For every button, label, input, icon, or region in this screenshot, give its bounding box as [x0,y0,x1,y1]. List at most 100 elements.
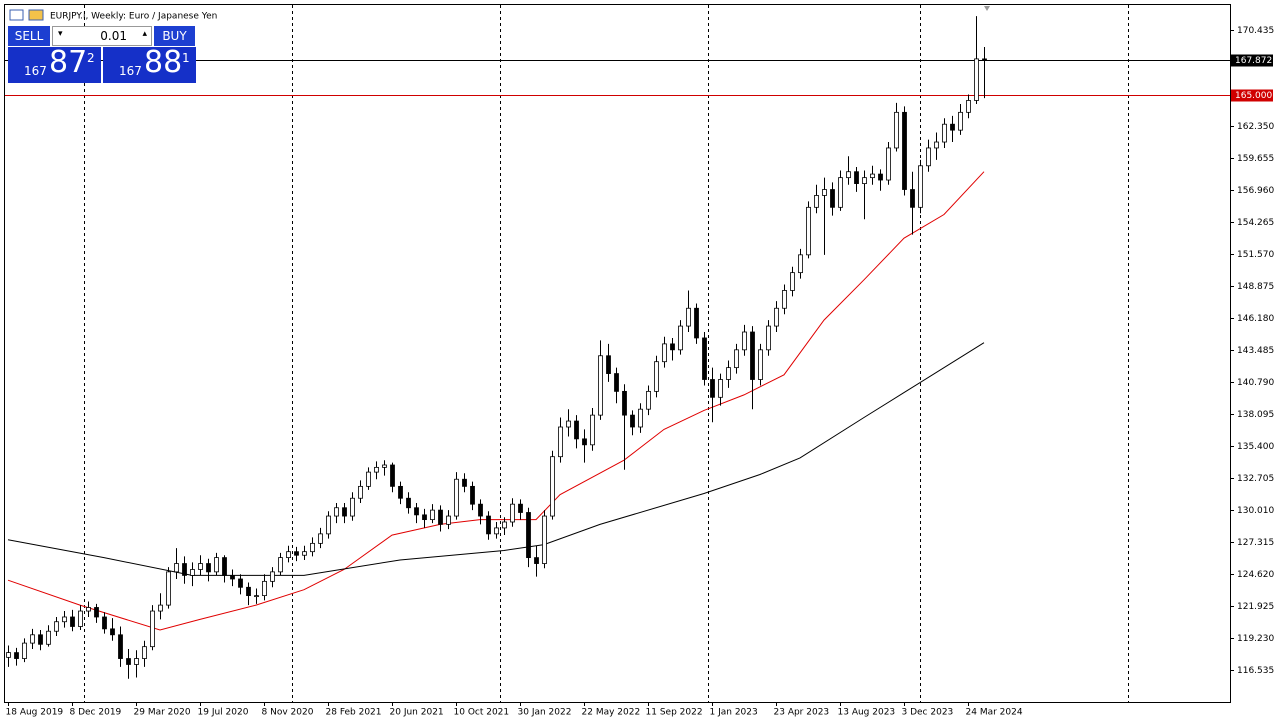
up-arrow[interactable]: ▴ [142,29,147,39]
candle-body [254,595,259,598]
y-tick-label: 159.655 [1237,154,1274,164]
x-tick-label: 20 Jun 2021 [390,708,444,718]
y-tick-label: 116.535 [1237,666,1274,676]
candle-body [182,563,187,576]
candle-body [334,507,339,517]
volume[interactable]: 0.01 [100,29,127,43]
x-tick-label: 11 Sep 2022 [646,708,703,718]
y-tick-label: 132.705 [1237,474,1274,484]
candle-body [862,177,867,184]
candle-body [110,628,115,636]
icon [9,9,24,21]
chart-title: EURJPY.i, Weekly: Euro / Japanese Yen [50,12,217,22]
candle-body [950,123,955,131]
candle-body [462,478,467,487]
x-tick-label: 19 Jul 2020 [198,708,249,718]
candle-body [846,171,851,179]
candle-body [534,557,539,564]
candle-body [894,111,899,149]
candle-body [590,414,595,446]
candle-body [790,272,795,291]
candle-body [398,485,403,499]
y-tick-label: 148.875 [1237,282,1274,292]
candle-body [622,390,627,416]
candle-body [542,515,547,564]
trade-panel: SELL ▾ 0.01 ▴ BUY 167 87 2 167 88 1 [8,26,196,83]
y-tick-label: 124.620 [1237,570,1274,580]
candle-body [550,456,555,517]
shift-marker [984,6,990,11]
candle-body [742,331,747,351]
candle-body [318,533,323,544]
x-tick-label: 8 Nov 2020 [262,708,314,718]
x-tick-label: 1 Jan 2023 [710,708,758,718]
candle-body [166,571,171,606]
volume-box[interactable]: ▾ 0.01 ▴ [52,26,152,46]
x-tick-label: 30 Jan 2022 [518,708,572,718]
ask-pips: 88 [144,45,183,80]
y-tick-label: 119.230 [1237,634,1274,644]
candle-body [758,349,763,380]
candle-body [326,515,331,535]
candle-body [734,349,739,369]
ask-price[interactable]: 167 88 1 [103,45,196,83]
candle-body [14,652,19,659]
candle-body [86,607,91,612]
y-tick-label: 162.350 [1237,122,1274,132]
candle-body [838,177,843,208]
y-tick-label: 140.790 [1237,378,1274,388]
candle-body [670,343,675,351]
bid-price[interactable]: 167 87 2 [8,45,101,83]
candle-body [342,507,347,517]
y-tick-label: 170.435 [1237,26,1274,36]
x-tick-label: 8 Dec 2019 [70,708,122,718]
candle-body [886,147,891,181]
candle-body [974,58,979,101]
candle-body [30,634,35,644]
x-tick-label: 13 Aug 2023 [838,708,896,718]
candle-body [774,307,779,327]
x-tick-label: 10 Oct 2021 [454,708,510,718]
candle-body [902,111,907,190]
candle-body [310,542,315,553]
x-tick-label: 22 May 2022 [582,708,641,718]
down-arrow[interactable]: ▾ [58,29,63,39]
buy-button[interactable]: BUY [154,26,195,46]
y-tick-label: 143.485 [1237,346,1274,356]
sell-button[interactable]: SELL [8,26,50,46]
x-tick-label: 18 Aug 2019 [6,708,64,718]
candle-body [270,571,275,582]
candle-body [878,173,883,181]
candle-body [694,307,699,339]
candle-body [390,464,395,487]
y-tick-label: 151.570 [1237,250,1274,260]
candle-body [854,171,859,184]
candle-body [470,485,475,505]
candle-body [582,438,587,446]
candle-body [910,189,915,208]
candle-body [134,658,139,665]
candle-body [942,123,947,143]
candle-body [486,515,491,535]
candle-body [350,497,355,517]
ask-big: 167 [119,64,142,78]
candle-body [142,646,147,659]
y-tick-label: 121.925 [1237,602,1274,612]
candle-body [574,420,579,440]
candle-body [286,551,291,559]
candle-body [174,563,179,573]
x-tick-label: 24 Mar 2024 [966,708,1023,718]
candle-body [918,165,923,208]
candle-body [814,195,819,208]
price-label: 165.000 [1235,91,1272,101]
candle-body [70,616,75,627]
candle-body [966,100,971,113]
candle-body [478,503,483,517]
candle-body [638,408,643,428]
x-tick-label: 23 Apr 2023 [774,708,830,718]
x-tick-label: 3 Dec 2023 [902,708,954,718]
x-tick-label: 28 Feb 2021 [326,708,382,718]
candle-body [614,373,619,392]
